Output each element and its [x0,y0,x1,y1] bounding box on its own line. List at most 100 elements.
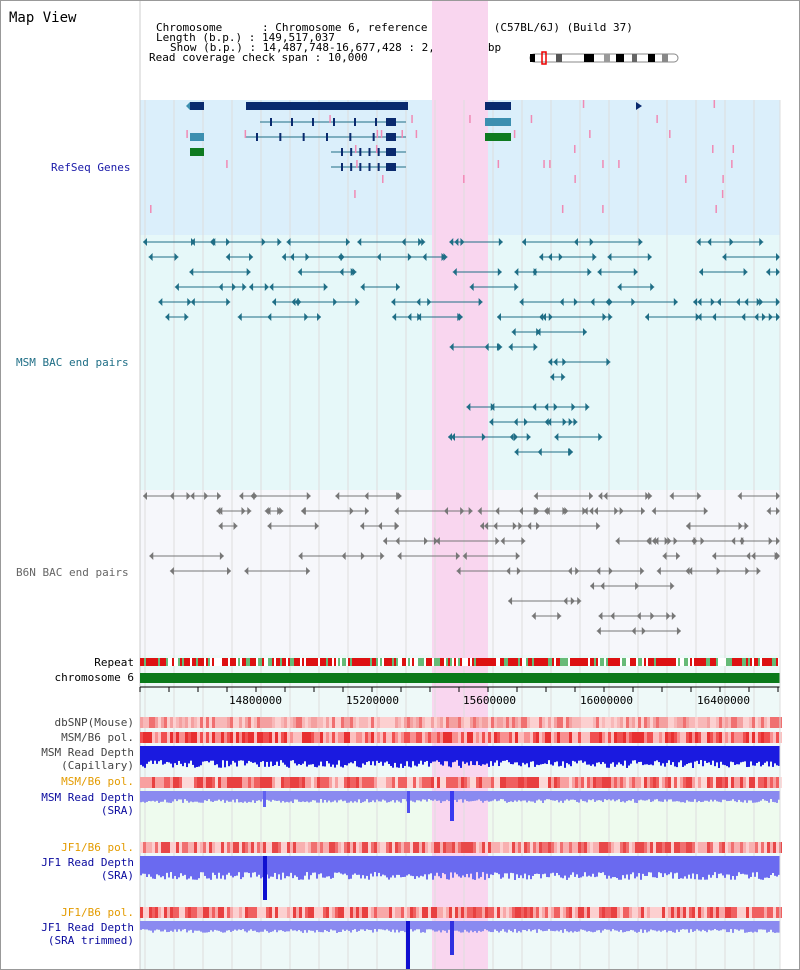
repeat-mark [250,658,252,666]
jf1-pol-heat [326,842,329,853]
repeat-mark [320,658,322,666]
jf1-pol-heat [227,842,230,853]
msm-depth-capillary-bar [408,746,410,767]
msm-pol2-heat [767,777,770,788]
jf1-pol-heat [335,842,338,853]
msm-pol-heat [449,732,452,743]
repeat-mark [456,658,458,666]
msm-pol2-heat [695,777,698,788]
jf1-pol2-heat [692,907,695,918]
jf1-depth-bar [658,856,660,873]
jf1-depth-bar [444,856,446,875]
repeat-mark [744,658,746,666]
jf1-depth-bar [724,856,726,878]
msm-depth-sra-bar [676,791,678,802]
b6n-bac-arrow [380,552,385,560]
b6n-bac-arrow [737,492,742,500]
repeat-mark [614,658,616,666]
msm-depth-sra-bar [350,791,352,802]
msm-depth-sra-bar [340,791,342,800]
repeat-mark [314,658,316,666]
dbsnp-heat [626,717,629,728]
b6n-bac-arrow [564,507,569,515]
jf1-trimmed-depth-bar [672,921,674,933]
jf1-pol2-heat [440,907,443,918]
jf1-pol2-heat [365,907,368,918]
msm-depth-sra-bar [698,791,700,801]
msm-depth-capillary-bar [706,746,708,763]
jf1-trimmed-depth-bar [760,921,762,930]
jf1-depth-bar [418,856,420,878]
jf1-pol-heat [701,842,704,853]
jf1-trimmed-depth-bar [318,921,320,932]
msm-pol-heat [443,732,446,743]
jf1-pol2-heat [446,907,449,918]
msm-pol2-heat [191,777,194,788]
jf1-pol2-heat [272,907,275,918]
jf1-depth-bar [542,856,544,875]
msm-pol2-heat [557,777,560,788]
jf1-depth-bar [668,856,670,875]
msm-bac-track-label[interactable]: MSM BAC end pairs [16,356,129,369]
dbsnp-heat [503,717,506,728]
jf1-pol2-heat [323,907,326,918]
repeat-mark [380,658,382,666]
refseq-track-label[interactable]: RefSeq Genes [51,161,131,174]
pink-feature [530,115,533,123]
msm-depth-sra-bar [532,791,534,802]
jf1-depth-bar [538,856,540,874]
b6n-bac-track-label[interactable]: B6N BAC end pairs [16,566,129,579]
jf1-depth-bar [362,856,364,876]
msm-depth-sra-bar [720,791,722,803]
b6n-bac-arrow [575,567,580,575]
msm-depth-capillary-bar [776,746,778,766]
dbsnp-heat [485,717,488,728]
jf1-depth-bar [296,856,298,877]
repeat-mark [298,658,300,666]
repeat-mark [484,658,486,666]
msm-pol2-heat [749,777,752,788]
msm-pol-heat [161,732,164,743]
jf1-pol2-heat [668,907,671,918]
exon [341,148,343,156]
jf1-depth-bar [644,856,646,876]
msm-depth-capillary-bar [728,746,730,768]
jf1-pol2-heat [227,907,230,918]
msm-depth-capillary-bar [152,746,154,764]
repeat-mark [450,658,452,666]
repeat-mark [598,658,600,666]
jf1-pol2-heat [422,907,425,918]
jf1-trimmed-spike [450,921,454,955]
repeat-mark [720,658,722,666]
msm-depth-sra-bar [348,791,350,803]
repeat-mark [630,658,632,666]
msm-depth-capillary-bar [704,746,706,761]
msm-pol2-heat [602,777,605,788]
msm-depth-sra-bar [170,791,172,803]
msm-pol2-heat [770,777,773,788]
msm-depth-capillary-bar [530,746,532,762]
b6n-bac-arrow [531,612,536,620]
msm-pol2-heat [179,777,182,788]
dbsnp-heat [680,717,683,728]
msm-depth-capillary-bar [320,746,322,762]
jf1-depth-bar [700,856,702,880]
msm-bac-arrow [498,343,503,351]
jf1-pol-heat [476,842,479,853]
jf1-trimmed-depth-bar [622,921,624,933]
jf1-depth-bar [312,856,314,873]
msm-depth-capillary-bar [670,746,672,765]
jf1-pol2-heat [515,907,518,918]
jf1-trimmed-depth-bar [344,921,346,931]
jf1-depth-bar [200,856,202,873]
jf1-trimmed-depth-bar [670,921,672,931]
dbsnp-heat [491,717,494,728]
dbsnp-heat [266,717,269,728]
repeat-mark [536,658,538,666]
jf1-depth-bar [174,856,176,876]
jf1-trimmed-depth-bar [332,921,334,931]
msm-depth-sra-bar [518,791,520,801]
jf1-depth-bar [420,856,422,876]
jf1-depth-trimmed-line1: JF1 Read Depth [41,921,134,934]
